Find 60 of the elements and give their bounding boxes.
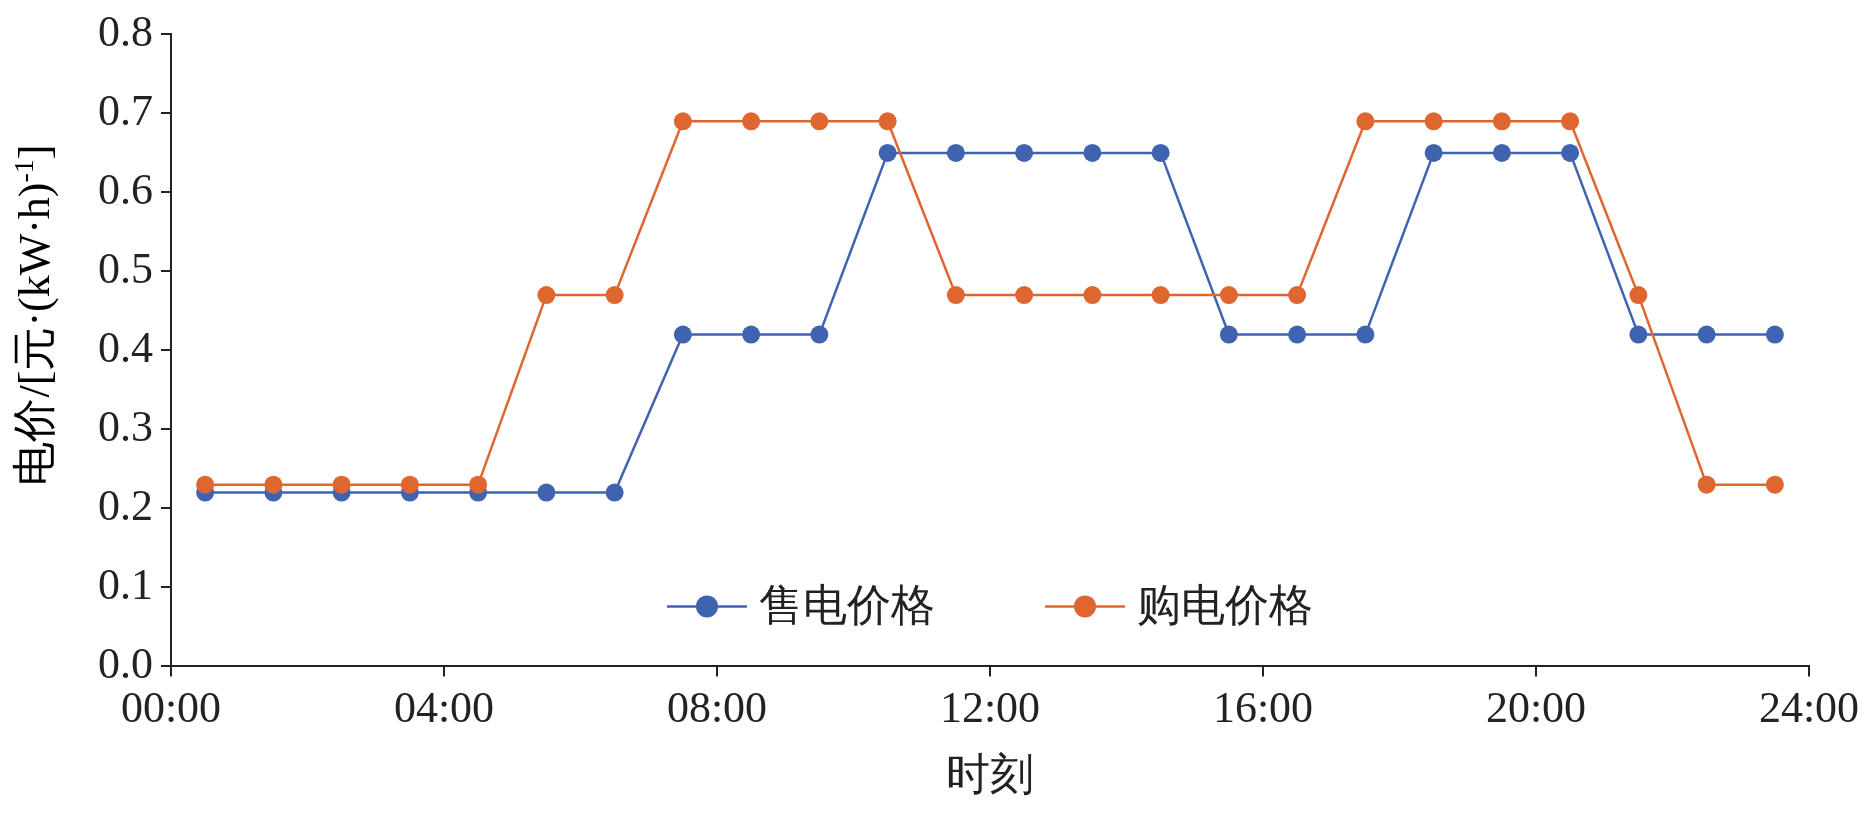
- point: [1015, 286, 1034, 305]
- point: [1356, 325, 1375, 344]
- x-axis-title: 时刻: [946, 750, 1034, 800]
- point: [1151, 143, 1170, 162]
- point: [1015, 143, 1034, 162]
- point: [1151, 286, 1170, 305]
- point: [810, 112, 829, 131]
- point: [196, 475, 215, 494]
- y-tick-label: 0.5: [98, 243, 153, 293]
- point: [605, 286, 624, 305]
- point: [1765, 325, 1784, 344]
- y-tick-label: 0.4: [98, 322, 153, 372]
- point: [742, 325, 761, 344]
- point: [878, 143, 897, 162]
- point: [332, 475, 351, 494]
- point: [605, 483, 624, 502]
- point: [1288, 286, 1307, 305]
- legend-label: 购电价格: [1137, 580, 1313, 630]
- point: [673, 325, 692, 344]
- x-tick-label: 12:00: [939, 683, 1041, 733]
- x-tick-label: 16:00: [1212, 683, 1314, 733]
- x-tick-label: 08:00: [666, 683, 768, 733]
- x-tick-label: 04:00: [393, 683, 495, 733]
- y-tick-label: 0.7: [98, 85, 153, 135]
- legend-label: 售电价格: [759, 580, 935, 630]
- point: [1765, 475, 1784, 494]
- point: [537, 483, 556, 502]
- point: [1424, 143, 1443, 162]
- point: [469, 475, 488, 494]
- point: [400, 475, 419, 494]
- point: [1288, 325, 1307, 344]
- point: [810, 325, 829, 344]
- y-tick-label: 0.2: [98, 480, 153, 530]
- point: [1492, 143, 1511, 162]
- point: [1219, 286, 1238, 305]
- y-tick-label: 0.6: [98, 164, 153, 214]
- point: [1629, 325, 1648, 344]
- point: [264, 475, 283, 494]
- y-tick-label: 0.1: [98, 559, 153, 609]
- point: [1424, 112, 1443, 131]
- point: [1561, 143, 1580, 162]
- point: [878, 112, 897, 131]
- point: [946, 143, 965, 162]
- point: [946, 286, 965, 305]
- point: [1697, 325, 1716, 344]
- point: [1219, 325, 1238, 344]
- point: [742, 112, 761, 131]
- point: [1492, 112, 1511, 131]
- point: [673, 112, 692, 131]
- point: [537, 286, 556, 305]
- point: [1356, 112, 1375, 131]
- y-tick-label: 0.3: [98, 401, 153, 451]
- y-tick-label: 0.8: [98, 6, 153, 56]
- point: [1083, 143, 1102, 162]
- x-tick-label: 24:00: [1758, 683, 1860, 733]
- point: [1083, 286, 1102, 305]
- point: [1629, 286, 1648, 305]
- point: [1697, 475, 1716, 494]
- point: [1561, 112, 1580, 131]
- x-tick-label: 20:00: [1485, 683, 1587, 733]
